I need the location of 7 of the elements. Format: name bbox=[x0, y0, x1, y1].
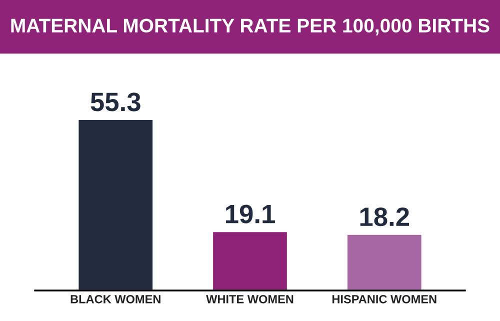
chart-title: MATERNAL MORTALITY RATE PER 100,000 BIRTHS bbox=[11, 18, 490, 36]
x-tick-label: WHITE WOMEN bbox=[206, 294, 294, 304]
data-label: 19.1 bbox=[226, 204, 275, 224]
x-tick-label: HISPANIC WOMEN bbox=[332, 294, 436, 304]
data-label: 18.2 bbox=[360, 207, 409, 226]
x-tick-label: BLACK WOMEN bbox=[70, 294, 160, 304]
data-label: 55.3 bbox=[90, 92, 140, 112]
